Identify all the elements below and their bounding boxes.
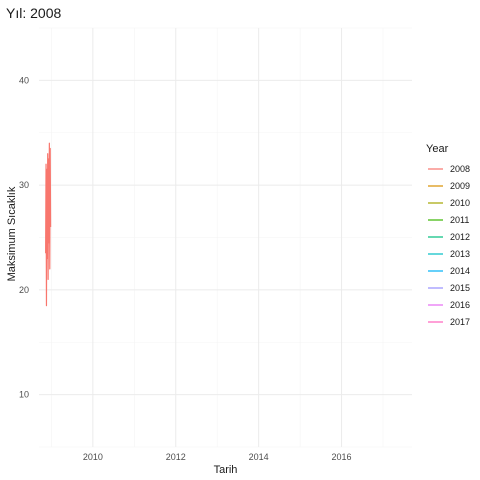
x-axis-ticks: 2010 2012 2014 2016 — [83, 452, 352, 462]
y-tick-label: 30 — [19, 180, 29, 190]
legend: 2008 2009 2010 2011 2012 2013 2014 2015 2016 2017 — [428, 164, 470, 327]
legend-item: 2008 — [428, 164, 470, 174]
legend-item: 2012 — [428, 232, 470, 242]
y-tick-label: 40 — [19, 75, 29, 85]
legend-label: 2015 — [450, 283, 470, 293]
legend-label: 2013 — [450, 249, 470, 259]
x-tick-label: 2010 — [83, 452, 103, 462]
legend-item: 2015 — [428, 283, 470, 293]
y-axis-title: Maksimum Sıcaklık — [6, 186, 18, 281]
legend-title: Year — [426, 143, 449, 155]
legend-label: 2017 — [450, 317, 470, 327]
chart-title: Yıl: 2008 — [6, 5, 61, 21]
legend-label: 2011 — [450, 215, 469, 225]
legend-label: 2010 — [450, 198, 470, 208]
x-tick-label: 2012 — [166, 452, 186, 462]
y-axis-ticks: 10 20 30 40 — [19, 75, 29, 399]
legend-item: 2016 — [428, 300, 470, 310]
legend-item: 2017 — [428, 317, 470, 327]
series-lines — [46, 143, 51, 305]
legend-label: 2009 — [450, 181, 470, 191]
legend-item: 2014 — [428, 266, 470, 276]
x-tick-label: 2014 — [249, 452, 269, 462]
x-tick-label: 2016 — [332, 452, 352, 462]
legend-item: 2010 — [428, 198, 470, 208]
legend-item: 2011 — [428, 215, 469, 225]
x-axis-title: Tarih — [214, 464, 238, 476]
legend-item: 2013 — [428, 249, 470, 259]
legend-label: 2008 — [450, 164, 470, 174]
grid — [39, 28, 412, 447]
legend-label: 2012 — [450, 232, 470, 242]
y-tick-label: 10 — [19, 390, 29, 400]
series-line-2008 — [46, 143, 51, 305]
legend-item: 2009 — [428, 181, 470, 191]
legend-label: 2016 — [450, 300, 470, 310]
legend-label: 2014 — [450, 266, 470, 276]
y-tick-label: 20 — [19, 285, 29, 295]
